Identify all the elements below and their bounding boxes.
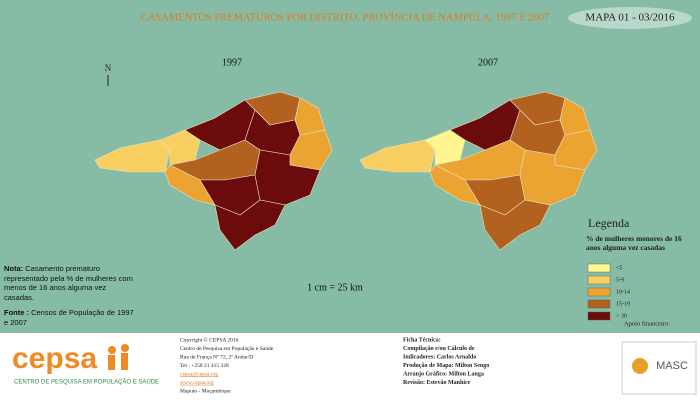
legend-swatch xyxy=(587,287,611,297)
logo-tagline: CENTRO DE PESQUISA EM POPULAÇÃO E SAÚDE xyxy=(14,379,159,386)
contact-line: cepsa@cepsa.org xyxy=(180,371,218,377)
contact-line: Tel : +258 21 415 328 xyxy=(180,363,229,369)
legend-swatch xyxy=(587,275,611,285)
legend-label: > 30 xyxy=(616,313,627,319)
contact-line: Rua de França Nº 72, 2º Andar/D xyxy=(180,354,253,360)
legend-title: Legenda xyxy=(588,216,630,230)
credits: Ficha Técnica: Compilação e/ou Cálculo de… xyxy=(403,337,489,386)
contact: Copyright © CEPSA 2016 Centro de Pesquisa… xyxy=(180,336,274,394)
map-label: 2007 xyxy=(478,57,498,68)
contact-line: Maputo - Moçambique xyxy=(180,388,231,394)
district xyxy=(214,199,286,251)
note-box: Nota: Casamento prematuro representado p… xyxy=(4,264,134,327)
sponsor-name: MASC xyxy=(656,360,688,372)
credit-line: Ficha Técnica: xyxy=(403,337,441,343)
scale: 1 cm = 25 km xyxy=(307,282,363,293)
map-id-badge xyxy=(568,7,692,29)
source-label: Fonte : xyxy=(4,308,29,317)
logo-figure xyxy=(121,353,128,370)
sponsor-label: Apoio financeiro: xyxy=(624,320,670,327)
legend-label: 15-19 xyxy=(616,301,630,307)
district xyxy=(429,164,481,206)
legend-swatch xyxy=(587,311,611,321)
map-label: 1997 xyxy=(222,57,242,68)
contact-line: Centro de Pesquisa em População e Saúde xyxy=(180,346,274,352)
credit-line: Arranjo Gráfico: Milton Langa xyxy=(403,371,484,377)
district xyxy=(359,139,436,173)
contact-line: www.cepsa.org xyxy=(180,380,214,386)
legend-label: 10-14 xyxy=(616,289,630,295)
credit-line: Revisão: Estevão Manhice xyxy=(403,380,471,386)
legend-subtitle: % de mulheres menores de 16 anos alguma … xyxy=(586,234,682,252)
credit-line: Indicadores: Carlos Arnaldo xyxy=(403,354,476,360)
footer-panel xyxy=(0,333,700,400)
contact-line: Copyright © CEPSA 2016 xyxy=(180,336,239,343)
note-text: Casamento prematuro representado pela % … xyxy=(4,264,133,302)
map-id: MAPA 01 - 03/2016 xyxy=(585,12,675,24)
map-1997 xyxy=(94,91,333,251)
sponsor-logo-mark xyxy=(632,358,648,374)
title: CASAMENTOS PREMATUROS POR DISTRITO, PROV… xyxy=(141,11,549,23)
source-text: Censos de População de 1997 e 2007 xyxy=(4,308,134,327)
map-2007 xyxy=(359,91,598,251)
legend-label: <5 xyxy=(616,265,622,271)
legend: <5 5-9 10-14 15-19 > 30 xyxy=(587,263,630,321)
legend-subtitle-box: % de mulheres menores de 16 anos alguma … xyxy=(586,234,682,252)
logo-name: cepsa xyxy=(12,342,97,375)
legend-swatch xyxy=(587,263,611,273)
legend-label: 5-9 xyxy=(616,277,624,283)
legend-swatch xyxy=(587,299,611,309)
district xyxy=(479,199,551,251)
district xyxy=(164,164,216,206)
logo-figure xyxy=(108,346,116,354)
logo-figure xyxy=(108,355,115,370)
note-label: Nota: xyxy=(4,264,24,273)
credit-line: Compilação e/ou Cálculo de xyxy=(403,346,475,352)
credit-line: Produção de Mapa: Milton Sengo xyxy=(403,363,489,369)
logo-figure xyxy=(121,344,129,352)
district xyxy=(94,139,171,173)
north-arrow: N xyxy=(105,63,112,73)
